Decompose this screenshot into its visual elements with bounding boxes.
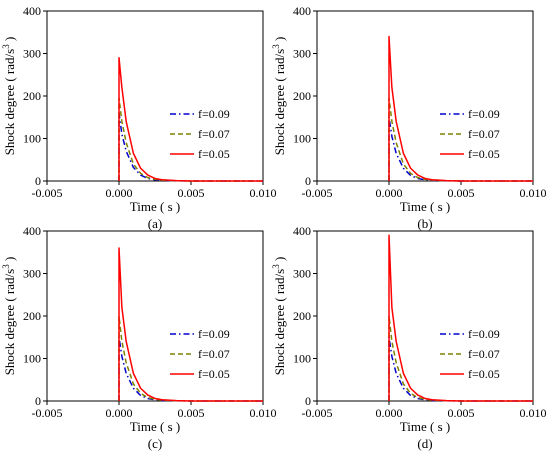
legend-label: f=0.05 [198,147,230,161]
x-tick-label: 0.010 [250,406,277,420]
legend-label: f=0.07 [198,347,230,361]
y-tick-label: 0 [305,394,311,408]
legend-label: f=0.09 [198,107,230,121]
y-axis-label-superscript: 3 [271,44,281,49]
x-tick-label: 0.005 [178,186,205,200]
series-line [388,315,533,402]
y-axis-label-text: Shock degree ( rad/s [2,269,17,376]
panel-label: (b) [417,216,432,231]
plot-frame [46,10,264,182]
y-tick-label: 400 [293,4,311,18]
x-tick-label: 0.010 [520,406,547,420]
y-tick-label: 400 [23,224,41,238]
plot-frame [46,230,264,402]
y-axis-label: Shock degree ( rad/s3 ) [1,257,17,376]
panel-label: (d) [417,436,432,451]
y-tick-label: 100 [293,352,311,366]
x-tick-label: 0.000 [106,406,133,420]
y-tick-label: 300 [293,267,311,281]
series-line [118,57,263,182]
panel-label: (a) [148,216,162,231]
x-axis-label: Time ( s ) [130,419,180,434]
x-axis-label: Time ( s ) [400,199,450,214]
series-line [118,336,263,402]
y-tick-label: 200 [293,309,311,323]
y-axis-label-text: Shock degree ( rad/s [272,269,287,376]
y-axis-label-superscript: 3 [1,44,11,49]
y-tick-label: 0 [35,394,41,408]
y-tick-label: 200 [23,89,41,103]
series-line [388,336,533,402]
legend-label: f=0.07 [198,127,230,141]
x-tick-label: 0.010 [520,186,547,200]
chart-panel: -0.005 0.000 0.005 0.010 0 100 200 300 400 Time (… [271,4,547,231]
y-tick-label: 300 [293,47,311,61]
y-tick-label: 400 [293,224,311,238]
legend-label: f=0.09 [468,327,500,341]
plot-frame [316,230,534,402]
series-line [118,247,263,402]
chart-panel: -0.005 0.000 0.005 0.010 0 100 200 300 400 Time (… [1,4,277,231]
y-axis-label-text: Shock degree ( rad/s [2,49,17,156]
y-axis-label-text: Shock degree ( rad/s [272,49,287,156]
y-axis-label-close: ) [2,37,17,45]
x-tick-label: 0.010 [250,186,277,200]
x-tick-label: 0.000 [376,406,403,420]
legend-label: f=0.05 [468,367,500,381]
x-tick-label: -0.005 [302,406,333,420]
x-tick-label: -0.005 [302,186,333,200]
y-axis-label-close: ) [272,257,287,265]
series-line [388,234,533,402]
y-axis-label-close: ) [272,37,287,45]
y-tick-label: 400 [23,4,41,18]
x-tick-label: -0.005 [32,406,63,420]
y-tick-label: 200 [23,309,41,323]
y-tick-label: 0 [305,174,311,188]
y-tick-label: 300 [23,267,41,281]
x-tick-label: 0.005 [178,406,205,420]
x-tick-label: 0.005 [448,186,475,200]
chart-panel: -0.005 0.000 0.005 0.010 0 100 200 300 400 Time (… [271,224,547,451]
legend-label: f=0.05 [468,147,500,161]
legend-label: f=0.09 [468,107,500,121]
legend-label: f=0.07 [468,347,500,361]
legend-label: f=0.09 [198,327,230,341]
series-line [118,112,263,182]
x-tick-label: -0.005 [32,186,63,200]
legend-label: f=0.05 [198,367,230,381]
series-line [388,116,533,182]
x-tick-label: 0.005 [448,406,475,420]
y-axis-label: Shock degree ( rad/s3 ) [271,257,287,376]
series-line [118,315,263,402]
y-tick-label: 200 [293,89,311,103]
y-axis-label-superscript: 3 [271,264,281,269]
y-axis-label: Shock degree ( rad/s3 ) [1,37,17,156]
chart-panel: -0.005 0.000 0.005 0.010 0 100 200 300 400 Time (… [1,224,277,451]
y-tick-label: 100 [293,132,311,146]
y-tick-label: 100 [23,132,41,146]
y-tick-label: 100 [23,352,41,366]
plot-frame [316,10,534,182]
y-tick-label: 300 [23,47,41,61]
legend-label: f=0.07 [468,127,500,141]
series-line [388,35,533,182]
x-axis-label: Time ( s ) [130,199,180,214]
y-axis-label: Shock degree ( rad/s3 ) [271,37,287,156]
panel-label: (c) [148,436,162,451]
x-tick-label: 0.000 [106,186,133,200]
y-axis-label-close: ) [2,257,17,265]
y-axis-label-superscript: 3 [1,264,11,269]
x-axis-label: Time ( s ) [400,419,450,434]
x-tick-label: 0.000 [376,186,403,200]
y-tick-label: 0 [35,174,41,188]
